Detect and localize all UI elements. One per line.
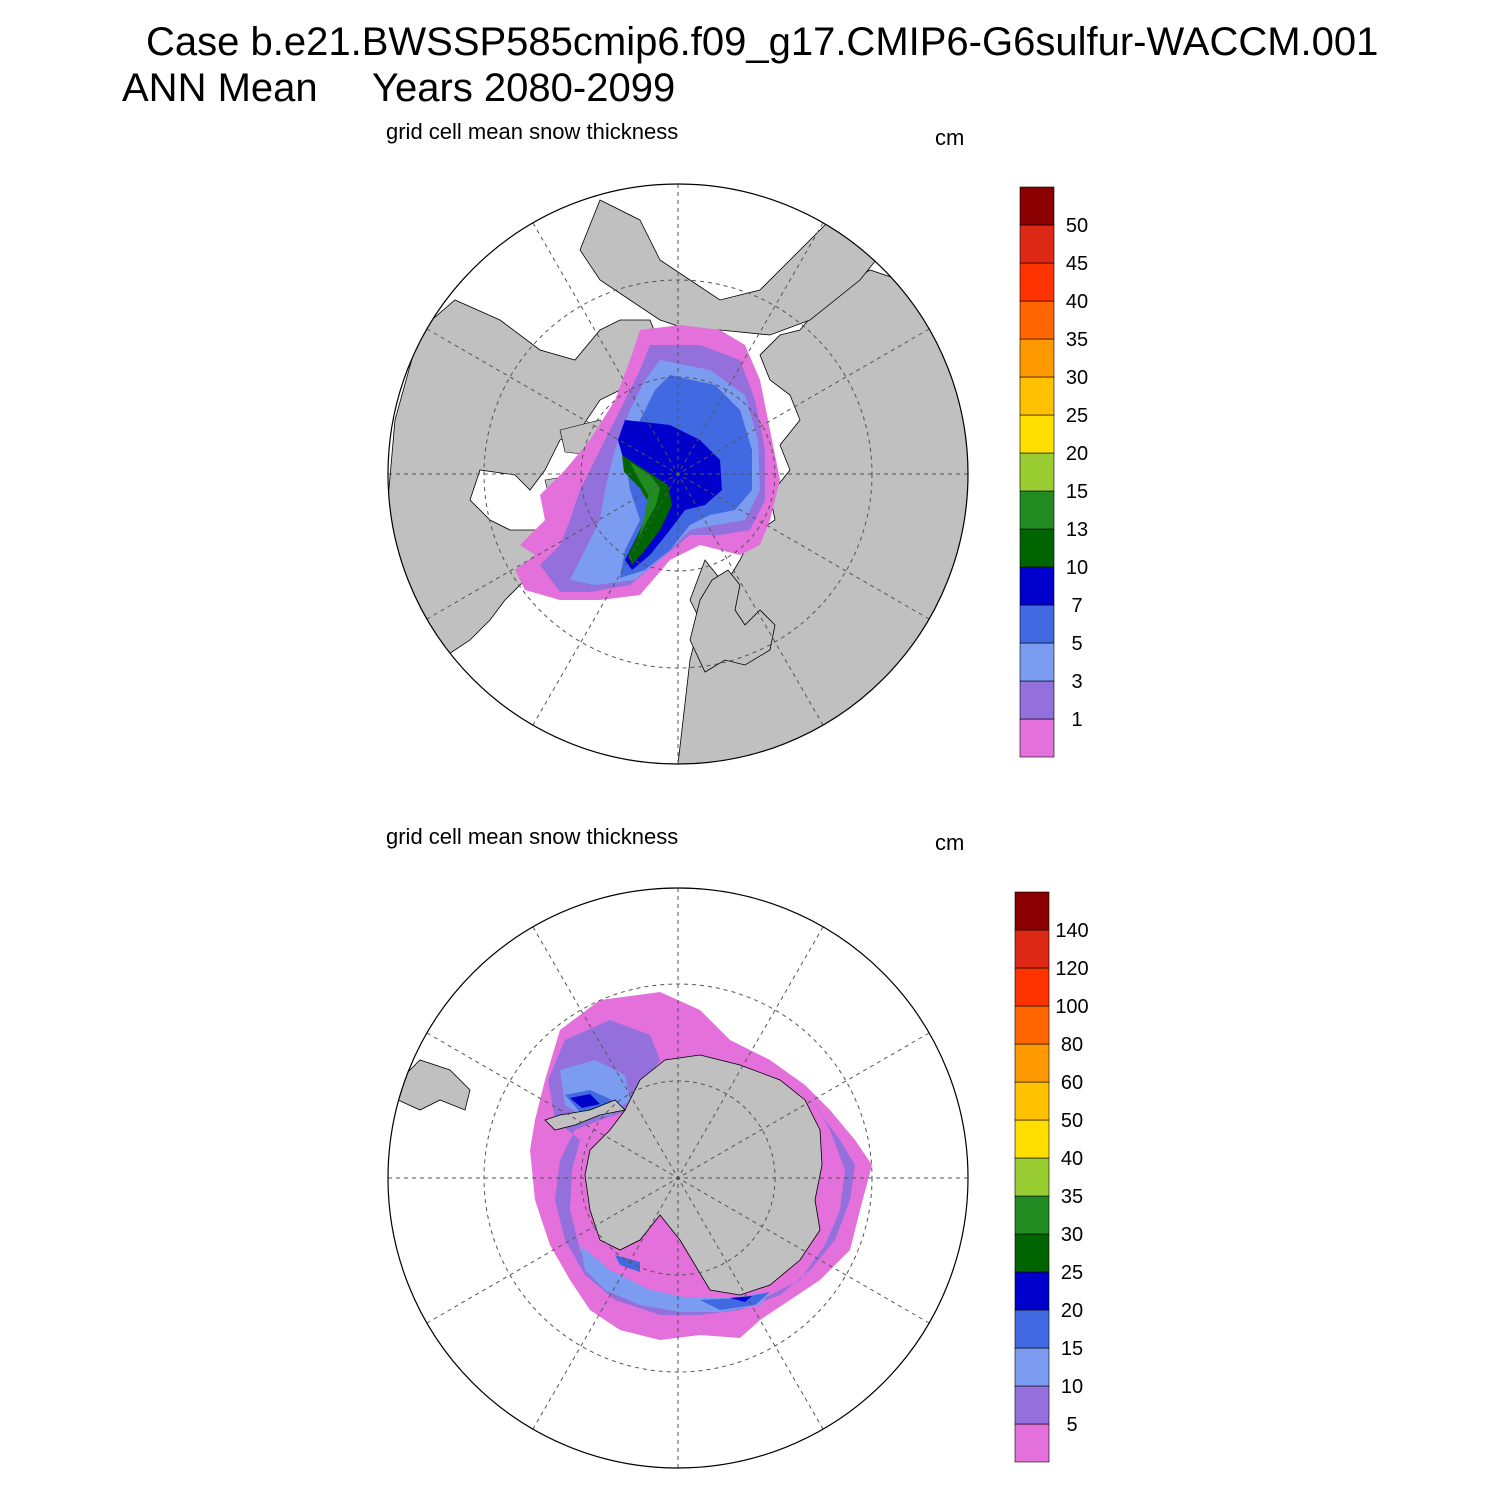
nh-colorbar-box — [1019, 414, 1055, 454]
nh-colorbar-label: 5 — [1071, 633, 1082, 655]
nh-colorbar-box — [1019, 718, 1055, 758]
sh-colorbar-label: 100 — [1055, 996, 1088, 1018]
sh-colorbar-box — [1014, 1271, 1050, 1311]
nh-colorbar-box — [1019, 642, 1055, 682]
sh-snow-lvl15 — [560, 1060, 770, 1312]
sh-land-antarctica — [584, 1054, 823, 1296]
sh-colorbar-label: 140 — [1055, 920, 1088, 942]
sh-colorbar-box — [1014, 1119, 1050, 1159]
nh-colorbar-label: 30 — [1066, 367, 1088, 389]
sh-colorbar-box — [1014, 1385, 1050, 1425]
sh-colorbar-box — [1014, 929, 1050, 969]
nh-colorbar-label: 25 — [1066, 405, 1088, 427]
sh-colorbar-label: 5 — [1066, 1414, 1077, 1436]
sh-land-south-america — [397, 1059, 471, 1111]
nh-colorbar-box — [1019, 262, 1055, 302]
sh-panel-title: grid cell mean snow thickness — [386, 824, 679, 849]
nh-polar-map — [387, 183, 969, 765]
sh-colorbar-label: 50 — [1061, 1110, 1083, 1132]
sh-units-label: cm — [935, 830, 965, 855]
sh-colorbar-label: 40 — [1061, 1148, 1083, 1170]
sh-colorbar-label: 80 — [1061, 1034, 1083, 1056]
nh-snow-lvl13 — [622, 455, 672, 565]
sh-polar-map — [387, 887, 969, 1469]
nh-colorbar-label: 20 — [1066, 443, 1088, 465]
nh-colorbar-label: 50 — [1066, 215, 1088, 237]
sh-graticule — [388, 888, 968, 1468]
sh-colorbar-label: 30 — [1061, 1224, 1083, 1246]
nh-panel-title: grid cell mean snow thickness — [386, 119, 679, 144]
nh-map-border — [387, 183, 969, 765]
sh-colorbar-box — [1014, 1043, 1050, 1083]
nh-colorbar-box — [1019, 452, 1055, 492]
nh-colorbar-label: 45 — [1066, 253, 1088, 275]
sh-colorbar-box — [1014, 1081, 1050, 1121]
sh-colorbar-box — [1014, 1309, 1050, 1349]
nh-colorbar-label: 7 — [1071, 595, 1082, 617]
sh-colorbar-label: 120 — [1055, 958, 1088, 980]
figure-title-years: Years 2080-2099 — [372, 66, 676, 110]
sh-colorbar-box — [1014, 967, 1050, 1007]
sh-colorbar-box — [1014, 1195, 1050, 1235]
sh-colorbar-label: 15 — [1061, 1338, 1083, 1360]
sh-colorbar-box — [1014, 1005, 1050, 1045]
sh-colorbar-box — [1014, 1423, 1050, 1463]
sh-colorbar-label: 10 — [1061, 1376, 1083, 1398]
sh-colorbar-box — [1014, 1233, 1050, 1273]
nh-colorbar-box — [1019, 490, 1055, 530]
nh-colorbar-box — [1019, 604, 1055, 644]
nh-colorbar-box — [1019, 186, 1055, 226]
sh-map-border — [387, 887, 969, 1469]
nh-land-north-america — [388, 299, 661, 661]
sh-colorbar-box — [1014, 1157, 1050, 1197]
nh-colorbar-box — [1019, 528, 1055, 568]
nh-colorbar-box — [1019, 680, 1055, 720]
nh-colorbar-label: 35 — [1066, 329, 1088, 351]
sh-colorbar-box — [1014, 891, 1050, 931]
figure-title-season: ANN Mean — [122, 66, 318, 110]
nh-snow-lvl15 — [630, 462, 660, 540]
figure-title-case: Case b.e21.BWSSP585cmip6.f09_g17.CMIP6-G… — [146, 20, 1379, 64]
nh-colorbar-box — [1019, 566, 1055, 606]
sh-land-peninsula — [544, 1099, 626, 1131]
nh-land-scandinavia — [689, 569, 776, 673]
nh-colorbar-box — [1019, 376, 1055, 416]
nh-colorbar-label: 40 — [1066, 291, 1088, 313]
nh-colorbar-label: 1 — [1071, 709, 1082, 731]
nh-units-label: cm — [935, 125, 965, 150]
sh-colorbar-label: 20 — [1061, 1300, 1083, 1322]
sh-colorbar-box — [1014, 1347, 1050, 1387]
nh-colorbar-label: 13 — [1066, 519, 1088, 541]
nh-colorbar-box — [1019, 224, 1055, 264]
sh-colorbar-label: 25 — [1061, 1262, 1083, 1284]
nh-colorbar-label: 3 — [1071, 671, 1082, 693]
nh-colorbar-box — [1019, 338, 1055, 378]
sh-colorbar-label: 60 — [1061, 1072, 1083, 1094]
sh-colorbar-label: 35 — [1061, 1186, 1083, 1208]
nh-graticule — [388, 184, 968, 764]
nh-colorbar-label: 10 — [1066, 557, 1088, 579]
nh-colorbar-label: 15 — [1066, 481, 1088, 503]
sh-colorbar: 5 10 15 20 25 30 35 40 50 60 80 100 120 140 — [1014, 891, 1089, 1463]
nh-colorbar-box — [1019, 300, 1055, 340]
